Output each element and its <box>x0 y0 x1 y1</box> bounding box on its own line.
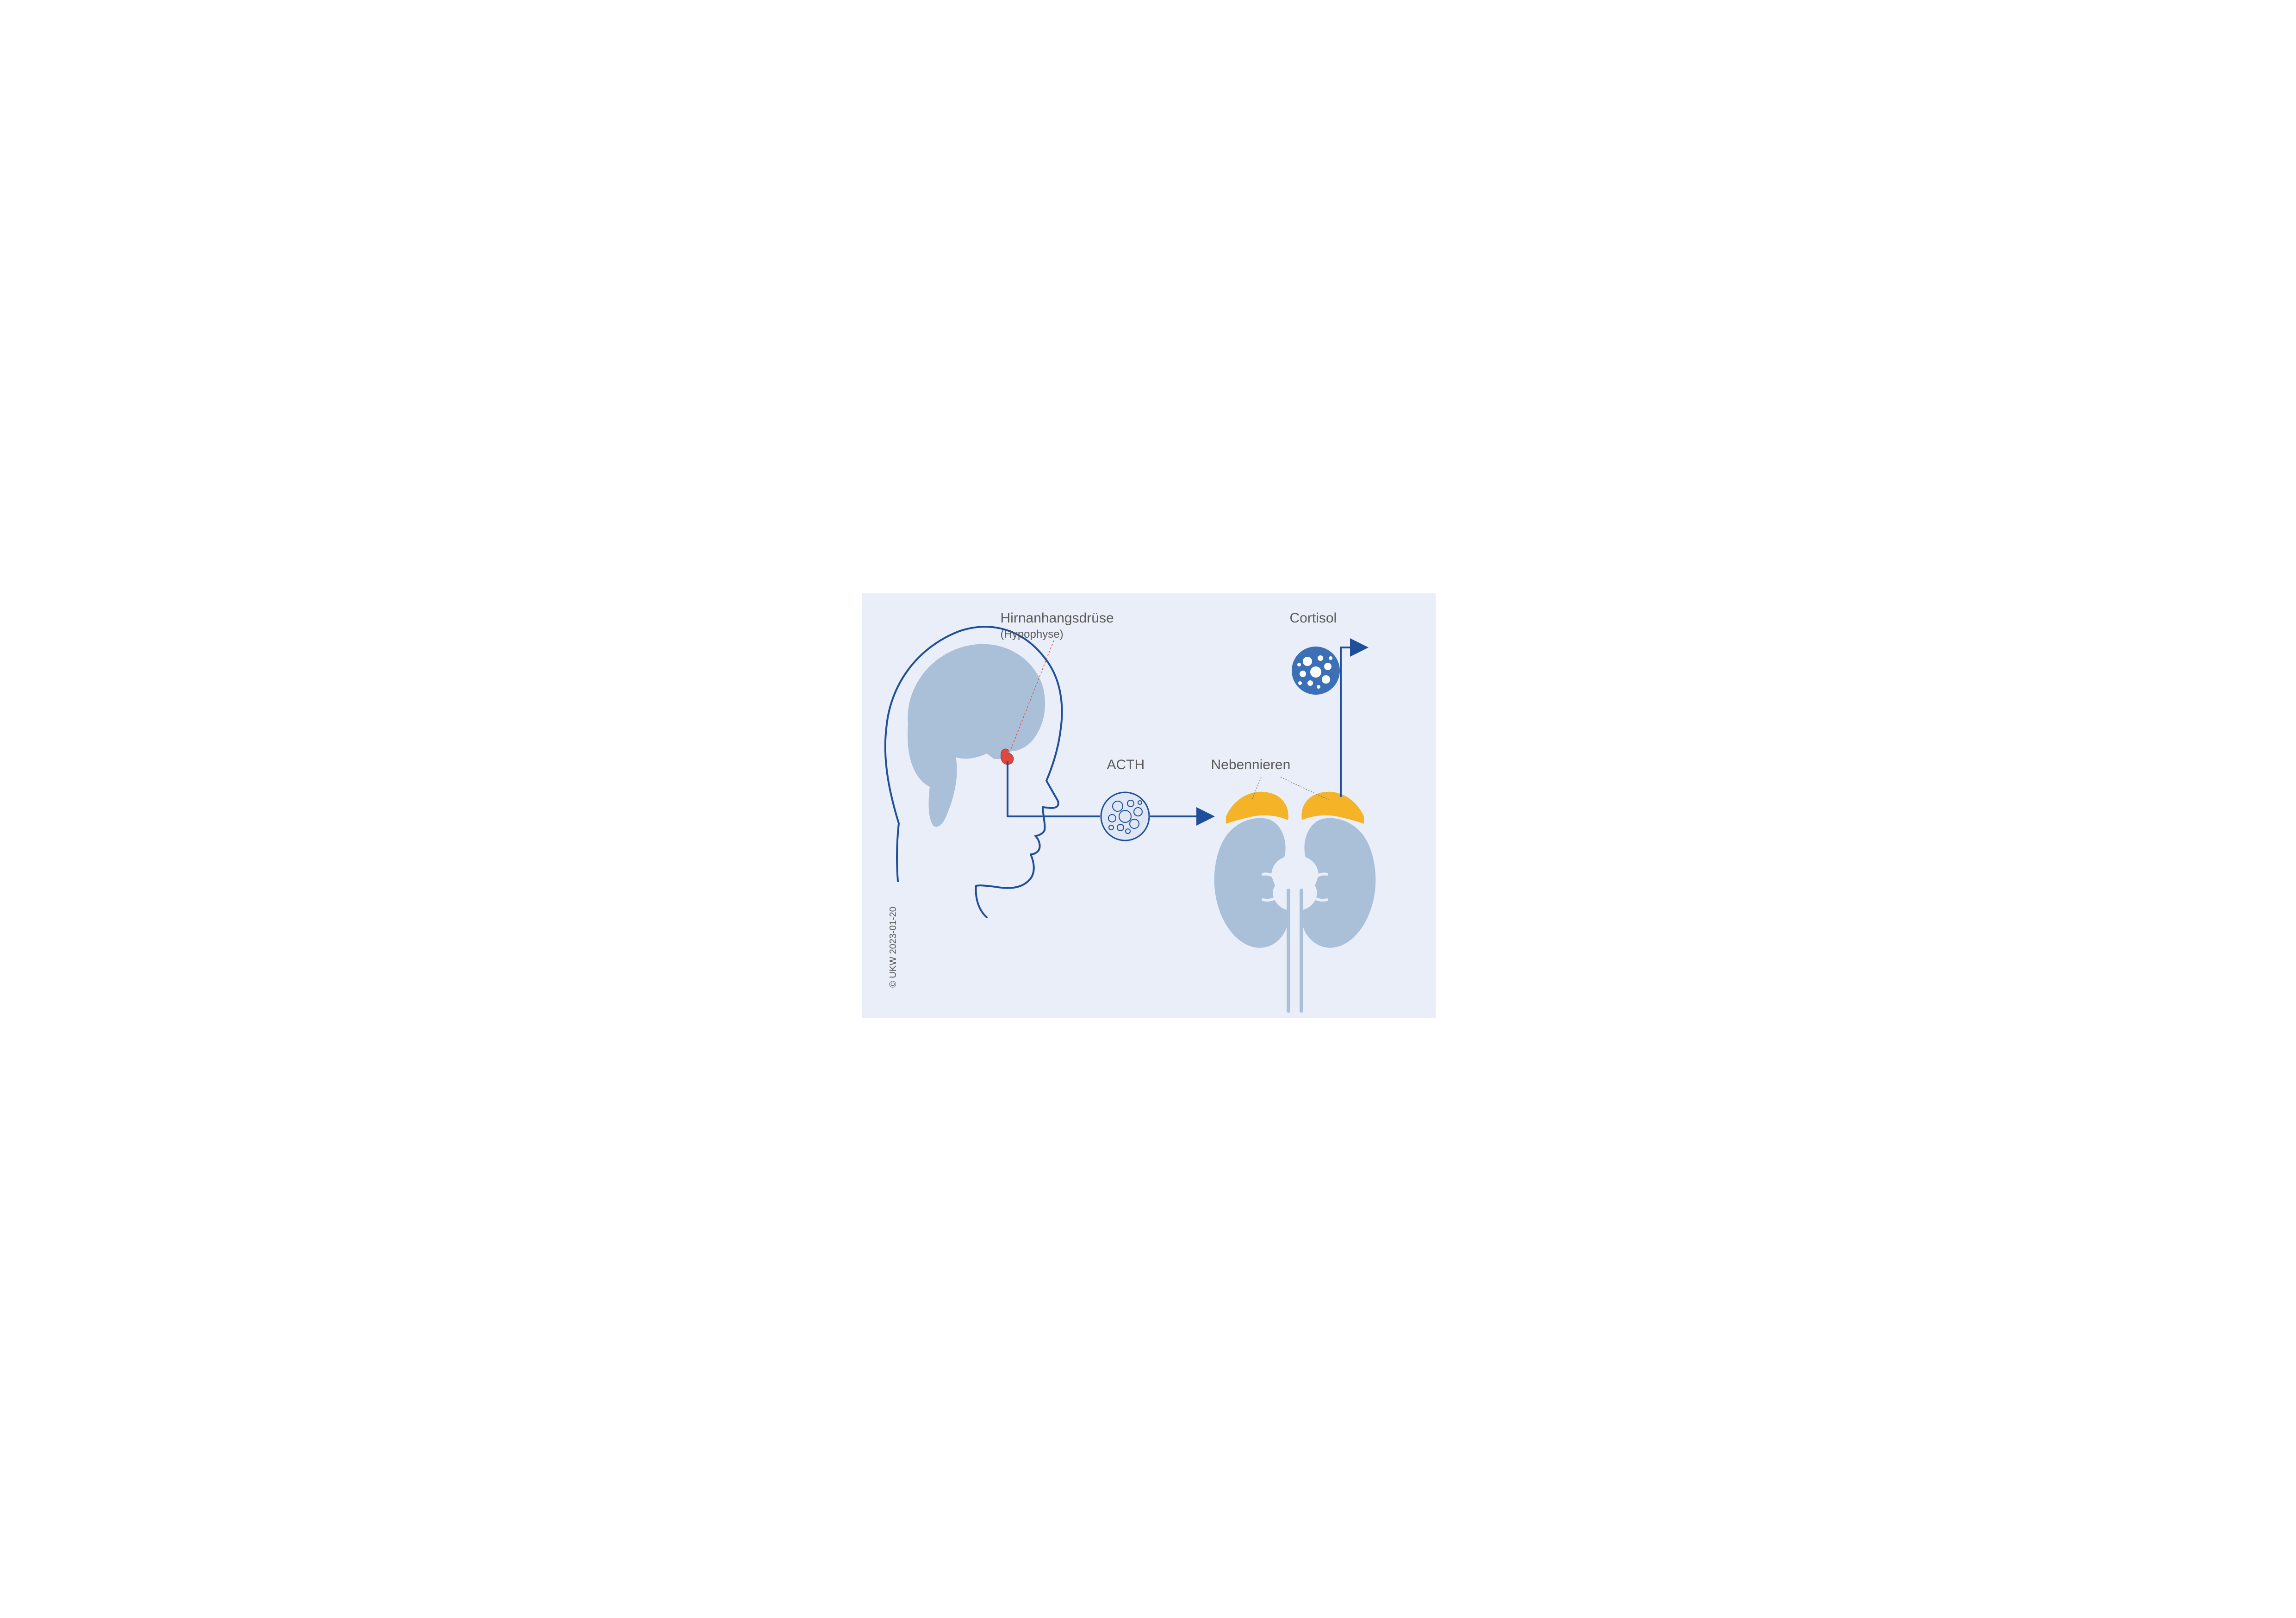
cortisol-arrow-stem <box>1341 647 1365 797</box>
diagram-svg <box>804 566 1493 1052</box>
copyright-text: © UKW 2023-01-20 <box>888 907 899 988</box>
left-kidney <box>1214 818 1288 947</box>
cortisol-label: Cortisol <box>1290 610 1337 626</box>
kidneys-group <box>1214 791 1375 1010</box>
acth-hormone-icon <box>1101 792 1149 840</box>
cortisol-icon <box>1292 647 1340 695</box>
pituitary-label-sub: (Hypophyse) <box>1001 628 1064 641</box>
right-kidney <box>1302 818 1375 947</box>
diagram-canvas: Hirnanhangsdrüse (Hypophyse) ACTH Nebenn… <box>804 566 1493 1052</box>
adrenal-leader-right <box>1281 777 1329 800</box>
pituitary-label-main: Hirnanhangsdrüse <box>1001 610 1114 626</box>
acth-label: ACTH <box>1107 757 1145 773</box>
head-group <box>885 627 1062 917</box>
adrenal-label: Nebennieren <box>1211 757 1291 773</box>
brain-silhouette <box>908 644 1045 827</box>
